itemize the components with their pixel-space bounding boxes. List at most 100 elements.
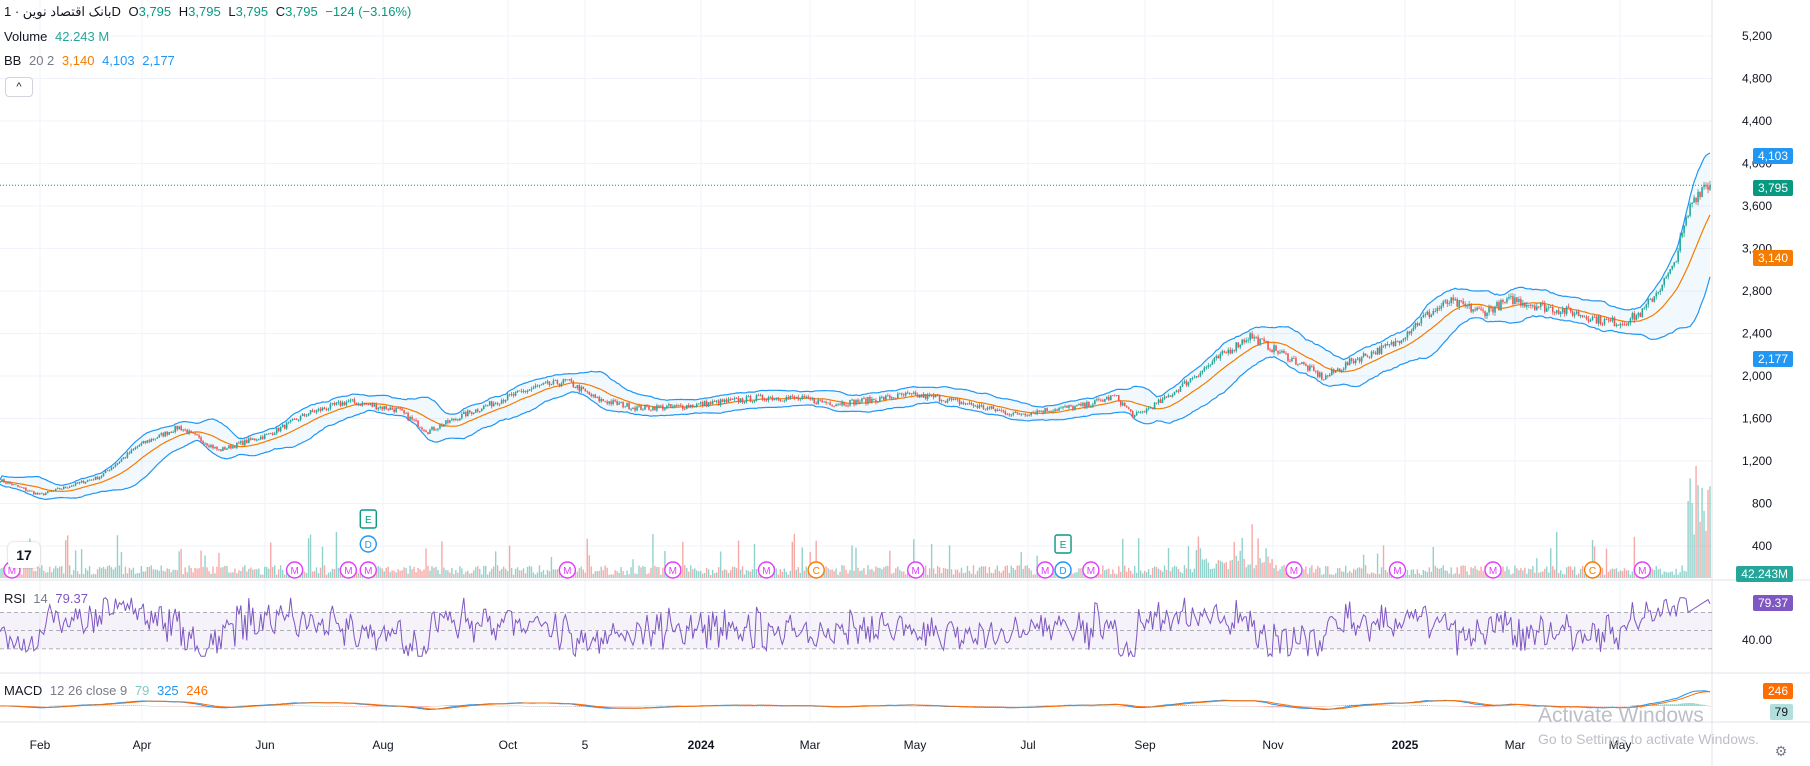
volume-bar bbox=[1386, 572, 1389, 578]
macd-histogram-bar bbox=[727, 705, 730, 707]
candle-body bbox=[976, 405, 979, 408]
candle-body bbox=[1695, 197, 1697, 203]
macd-histogram-bar bbox=[771, 706, 774, 707]
volume-bar bbox=[662, 567, 664, 578]
candle-body bbox=[488, 401, 491, 406]
volume-bar bbox=[1201, 559, 1204, 578]
macd-histogram-bar bbox=[608, 706, 610, 707]
candle-body bbox=[1237, 342, 1240, 348]
candle-body bbox=[409, 416, 411, 420]
candle-body bbox=[1458, 300, 1460, 307]
volume-bar bbox=[305, 573, 308, 578]
volume-bar bbox=[1343, 571, 1345, 578]
candle-body bbox=[1595, 317, 1598, 324]
volume-bar bbox=[126, 573, 129, 578]
volume-bar bbox=[574, 569, 577, 578]
candle-body bbox=[1151, 407, 1154, 410]
volume-bar bbox=[606, 567, 608, 578]
macd-histogram-bar bbox=[907, 705, 909, 707]
candle-body bbox=[35, 492, 37, 495]
candle-body bbox=[839, 404, 841, 406]
volume-bar bbox=[78, 574, 81, 578]
candle-body bbox=[1462, 301, 1464, 304]
volume-bar bbox=[1181, 573, 1184, 578]
volume-bar bbox=[82, 574, 85, 578]
macd-histogram-bar bbox=[1141, 706, 1144, 707]
change-value: −124 (−3.16%) bbox=[325, 4, 412, 19]
volume-bar bbox=[122, 574, 125, 578]
macd-legend[interactable]: MACD 12 26 close 9 79 325 246 bbox=[4, 683, 212, 698]
volume-bar bbox=[893, 572, 895, 578]
candle-body bbox=[1452, 297, 1455, 301]
macd-histogram-bar bbox=[1631, 705, 1634, 706]
candle-body bbox=[1217, 356, 1220, 359]
volume-bar bbox=[650, 567, 652, 578]
candle-body bbox=[544, 382, 547, 384]
candle-body bbox=[857, 399, 859, 403]
volume-bar bbox=[1432, 546, 1434, 578]
candle-body bbox=[743, 402, 746, 403]
macd-histogram-bar bbox=[439, 705, 441, 707]
macd-histogram-bar bbox=[917, 706, 919, 707]
candle-body bbox=[1135, 412, 1138, 416]
volume-bar bbox=[1006, 565, 1008, 578]
macd-histogram-bar bbox=[1193, 705, 1196, 706]
macd-histogram-bar bbox=[1492, 706, 1494, 707]
candle-body bbox=[1137, 411, 1140, 413]
settings-icon[interactable]: ⚙ bbox=[1774, 743, 1788, 759]
candle-body bbox=[130, 449, 133, 454]
candle-body bbox=[719, 399, 722, 405]
macd-histogram-bar bbox=[560, 706, 563, 707]
macd-histogram-bar bbox=[1589, 706, 1592, 707]
volume-bar bbox=[793, 533, 795, 578]
candle-body bbox=[622, 402, 624, 408]
volume-bar bbox=[797, 567, 799, 578]
volume-bar bbox=[429, 570, 431, 578]
volume-bar bbox=[660, 574, 662, 578]
candle-body bbox=[160, 433, 163, 435]
volume-bar bbox=[1020, 552, 1022, 578]
macd-histogram-bar bbox=[1705, 705, 1707, 706]
volume-bar bbox=[514, 568, 517, 578]
volume-bar bbox=[644, 566, 646, 578]
collapse-legend-button[interactable]: ^ bbox=[5, 77, 33, 97]
volume-bar bbox=[423, 569, 425, 578]
candle-body bbox=[1422, 315, 1425, 318]
volume-bar bbox=[1506, 566, 1508, 578]
candle-body bbox=[1153, 402, 1156, 410]
candle-body bbox=[648, 406, 650, 410]
candle-body bbox=[853, 399, 855, 405]
macd-histogram-bar bbox=[1181, 705, 1184, 706]
macd-histogram-bar bbox=[630, 706, 632, 707]
macd-histogram-bar bbox=[190, 706, 192, 707]
candle-body bbox=[263, 434, 266, 439]
volume-bar bbox=[37, 565, 39, 578]
rsi-legend[interactable]: RSI 14 79.37 bbox=[4, 591, 92, 606]
volume-bar bbox=[785, 571, 788, 578]
volume-bar bbox=[1550, 548, 1552, 578]
candle-body bbox=[799, 398, 802, 400]
macd-histogram-bar bbox=[1088, 705, 1090, 707]
tradingview-logo-icon[interactable]: 17 bbox=[8, 542, 40, 568]
candle-body bbox=[355, 402, 358, 405]
volume-legend[interactable]: Volume 42.243 M bbox=[4, 29, 113, 44]
candle-body bbox=[801, 396, 804, 399]
macd-histogram-bar bbox=[1376, 705, 1379, 706]
macd-histogram-bar bbox=[1460, 706, 1462, 707]
macd-histogram-bar bbox=[415, 706, 417, 707]
candle-body bbox=[749, 396, 752, 402]
bb-legend[interactable]: BB 20 2 3,140 4,103 2,177 bbox=[4, 53, 179, 68]
volume-bar bbox=[188, 565, 190, 578]
macd-histogram-bar bbox=[1396, 705, 1399, 707]
volume-bar bbox=[1217, 559, 1220, 578]
macd-histogram-bar bbox=[1118, 706, 1120, 707]
macd-histogram-bar bbox=[897, 705, 899, 707]
macd-histogram-bar bbox=[1110, 705, 1112, 707]
symbol-title[interactable]: بانک اقتصاد نوین · 1D bbox=[4, 4, 121, 19]
volume-bar bbox=[1450, 567, 1452, 578]
volume-bar bbox=[1408, 574, 1411, 578]
volume-bar bbox=[962, 573, 965, 578]
volume-bar bbox=[277, 569, 280, 578]
volume-bar bbox=[901, 571, 903, 578]
